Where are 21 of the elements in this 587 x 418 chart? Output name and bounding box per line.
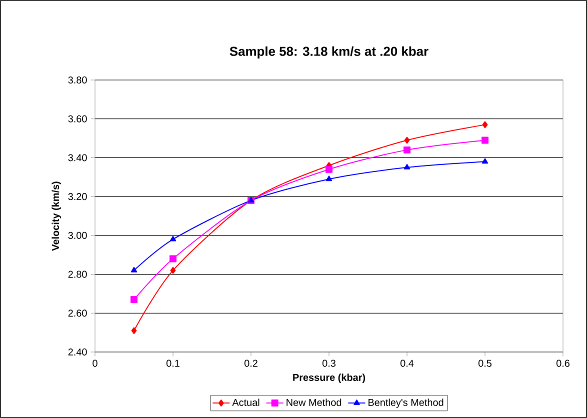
y-tick-label: 3.20 <box>68 193 87 200</box>
x-tick-label: 0.4 <box>400 360 414 367</box>
y-tick-label: 3.00 <box>68 232 87 239</box>
y-tick-label: 3.40 <box>68 154 87 162</box>
y-tick-label: 2.40 <box>68 348 87 356</box>
legend-label: New Method <box>286 398 342 406</box>
x-axis-title: Pressure (kbar) <box>293 374 366 383</box>
y-tick-label: 2.60 <box>68 310 87 317</box>
x-tick-label: 0 <box>92 360 98 367</box>
legend-label: Actual <box>232 398 260 406</box>
chart-title: Sample 58: 3.18 km/s at .20 kbar <box>230 46 428 58</box>
y-tick-label: 3.60 <box>68 115 87 122</box>
y-axis-title: Velocity (km/s) <box>52 182 61 251</box>
x-tick-label: 0.6 <box>556 360 570 367</box>
x-tick-label: 0.5 <box>478 360 492 367</box>
x-tick-label: 0.1 <box>166 360 180 367</box>
legend-label: Bentley's Method <box>368 398 444 408</box>
y-tick-label: 3.80 <box>68 76 87 84</box>
x-tick-label: 0.3 <box>322 360 336 367</box>
x-tick-label: 0.2 <box>244 360 258 367</box>
y-tick-label: 2.80 <box>68 270 87 278</box>
